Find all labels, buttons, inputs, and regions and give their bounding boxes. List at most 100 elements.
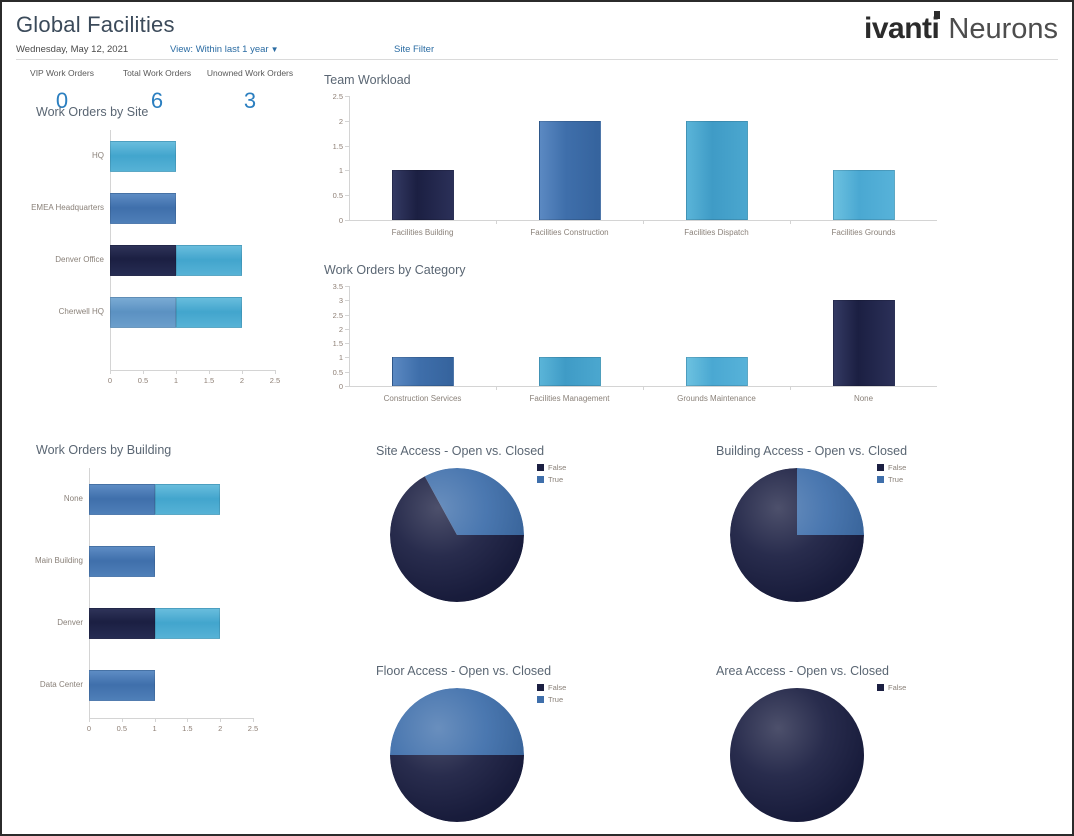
bar-segment[interactable] bbox=[89, 483, 155, 515]
chart-building-access[interactable]: False True bbox=[702, 457, 1042, 622]
legend-label: False bbox=[548, 683, 567, 692]
chart-area-access[interactable]: False bbox=[702, 677, 1042, 834]
x-axis-tick-label: 2.5 bbox=[269, 376, 281, 385]
legend-item[interactable]: True bbox=[537, 695, 566, 704]
x-axis-tick-label: 1 bbox=[152, 724, 157, 733]
kpi-vip-work-orders[interactable]: VIP Work Orders 0 bbox=[12, 68, 112, 114]
category-label: None bbox=[853, 394, 874, 403]
legend-item[interactable]: True bbox=[537, 475, 566, 484]
bar-segment[interactable] bbox=[154, 483, 221, 515]
legend-item[interactable]: False bbox=[537, 683, 566, 692]
pie-legend: False True bbox=[537, 683, 566, 707]
chart-work-orders-by-site[interactable]: 0 0.5 1 1.5 2 2.5 HQ EMEA Headquarters Denver Of… bbox=[2, 122, 312, 387]
pie-slices bbox=[390, 468, 524, 602]
legend-swatch bbox=[537, 684, 544, 691]
pie-slices bbox=[390, 688, 524, 822]
x-axis-tick-label: 2 bbox=[218, 724, 223, 733]
x-axis-tick bbox=[187, 718, 189, 722]
legend-item[interactable]: False bbox=[877, 463, 906, 472]
chart-title-building-access: Building Access - Open vs. Closed bbox=[716, 444, 908, 458]
category-label: HQ bbox=[92, 151, 104, 160]
category-label: Facilities Dispatch bbox=[684, 228, 749, 237]
bar[interactable] bbox=[685, 120, 748, 220]
y-axis-tick bbox=[345, 300, 349, 302]
x-axis-tick bbox=[154, 718, 156, 722]
bar-segment[interactable] bbox=[89, 607, 155, 639]
x-axis-tick bbox=[121, 718, 123, 722]
bar-segment[interactable] bbox=[110, 192, 176, 224]
category-label: Facilities Building bbox=[391, 228, 454, 237]
page-title: Global Facilities bbox=[16, 12, 175, 37]
bar-segment[interactable] bbox=[89, 545, 155, 577]
bar[interactable] bbox=[538, 357, 601, 386]
pie-legend: False True bbox=[537, 463, 566, 487]
pie-chart-body[interactable] bbox=[390, 468, 524, 602]
x-axis-tick-label: 0 bbox=[86, 724, 92, 733]
site-filter-button[interactable]: Site Filter bbox=[394, 44, 435, 55]
x-axis-tick bbox=[643, 386, 644, 390]
bar-segment[interactable] bbox=[176, 244, 242, 276]
pie-slice[interactable] bbox=[390, 755, 524, 822]
y-axis-tick-label: 1.5 bbox=[332, 339, 343, 349]
bar[interactable] bbox=[391, 357, 454, 386]
category-label: Facilities Grounds bbox=[831, 228, 896, 237]
legend-item[interactable]: False bbox=[877, 683, 906, 692]
x-axis-tick-label: 0.5 bbox=[137, 376, 149, 385]
pie-slice[interactable] bbox=[424, 468, 524, 535]
x-axis-tick-label: 1.5 bbox=[182, 724, 193, 733]
x-axis-tick bbox=[275, 370, 276, 374]
ivanti-wordmark-text: ivanti bbox=[864, 12, 940, 45]
bar-segment[interactable] bbox=[110, 244, 176, 276]
bar[interactable] bbox=[391, 170, 454, 220]
bar-segment[interactable] bbox=[110, 296, 176, 328]
legend-swatch bbox=[877, 684, 884, 691]
chart-team-workload[interactable]: 0 0.5 1 1.5 2 2.5 Facilities Building Facilitie… bbox=[317, 90, 937, 245]
kpi-label: Unowned Work Orders bbox=[206, 68, 294, 78]
y-axis-tick-label: 0 bbox=[338, 216, 343, 225]
view-filter-dropdown[interactable]: View: Within last 1 year ▼ bbox=[170, 44, 278, 55]
y-axis-tick bbox=[345, 120, 349, 122]
pie-slice[interactable] bbox=[730, 468, 864, 602]
chart-title-work-orders-by-category: Work Orders by Category bbox=[324, 263, 466, 277]
legend-item[interactable]: False bbox=[537, 463, 566, 472]
ivanti-flag-icon bbox=[934, 11, 941, 19]
chart-site-access[interactable]: False True bbox=[362, 457, 702, 622]
bar-segment[interactable] bbox=[154, 607, 221, 639]
y-axis-line bbox=[349, 286, 350, 386]
bar-segment[interactable] bbox=[176, 296, 242, 328]
bar[interactable] bbox=[832, 300, 895, 386]
pie-slice[interactable] bbox=[390, 688, 524, 755]
y-axis-tick-label: 0 bbox=[338, 382, 343, 391]
pie-chart-body[interactable] bbox=[730, 688, 864, 822]
y-axis-tick bbox=[345, 145, 349, 147]
kpi-total-work-orders[interactable]: Total Work Orders 6 bbox=[107, 68, 207, 114]
legend-label: True bbox=[888, 475, 904, 484]
bar-segment[interactable] bbox=[110, 140, 176, 172]
ivanti-wordmark: ivanti bbox=[864, 11, 941, 46]
y-axis-tick bbox=[345, 170, 349, 172]
bar[interactable] bbox=[832, 170, 895, 220]
y-axis-line bbox=[349, 96, 350, 220]
bar[interactable] bbox=[538, 120, 601, 220]
kpi-unowned-work-orders[interactable]: Unowned Work Orders 3 bbox=[200, 68, 300, 114]
pie-chart-body[interactable] bbox=[390, 688, 524, 822]
pie-shading-overlay bbox=[730, 688, 864, 822]
y-axis-tick bbox=[345, 286, 349, 287]
chart-work-orders-by-building[interactable]: 0 0.5 1 1.5 2 2.5 None Main Building Denver Data … bbox=[2, 460, 312, 733]
pie-slice[interactable] bbox=[797, 468, 864, 535]
y-axis-line bbox=[89, 468, 90, 718]
category-label: Denver bbox=[57, 618, 83, 627]
x-axis-tick bbox=[496, 386, 497, 390]
pie-slice[interactable] bbox=[390, 476, 524, 602]
chart-floor-access[interactable]: False True bbox=[362, 677, 702, 834]
y-axis-tick-label: 1.5 bbox=[332, 141, 343, 151]
chart-work-orders-by-category[interactable]: 0 0.5 1 1.5 2 2.5 3 3.5 Construction Services Fac… bbox=[317, 280, 937, 410]
bar[interactable] bbox=[685, 357, 748, 386]
chevron-down-icon: ▼ bbox=[270, 45, 279, 54]
pie-chart-body[interactable] bbox=[730, 468, 864, 602]
x-axis-tick bbox=[790, 220, 791, 224]
x-axis-tick bbox=[220, 718, 222, 722]
legend-item[interactable]: True bbox=[877, 475, 906, 484]
chart-title-site-access: Site Access - Open vs. Closed bbox=[376, 444, 545, 458]
bar-segment[interactable] bbox=[89, 669, 155, 701]
